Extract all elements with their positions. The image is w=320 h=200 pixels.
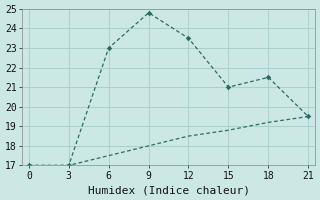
X-axis label: Humidex (Indice chaleur): Humidex (Indice chaleur) xyxy=(88,185,250,195)
